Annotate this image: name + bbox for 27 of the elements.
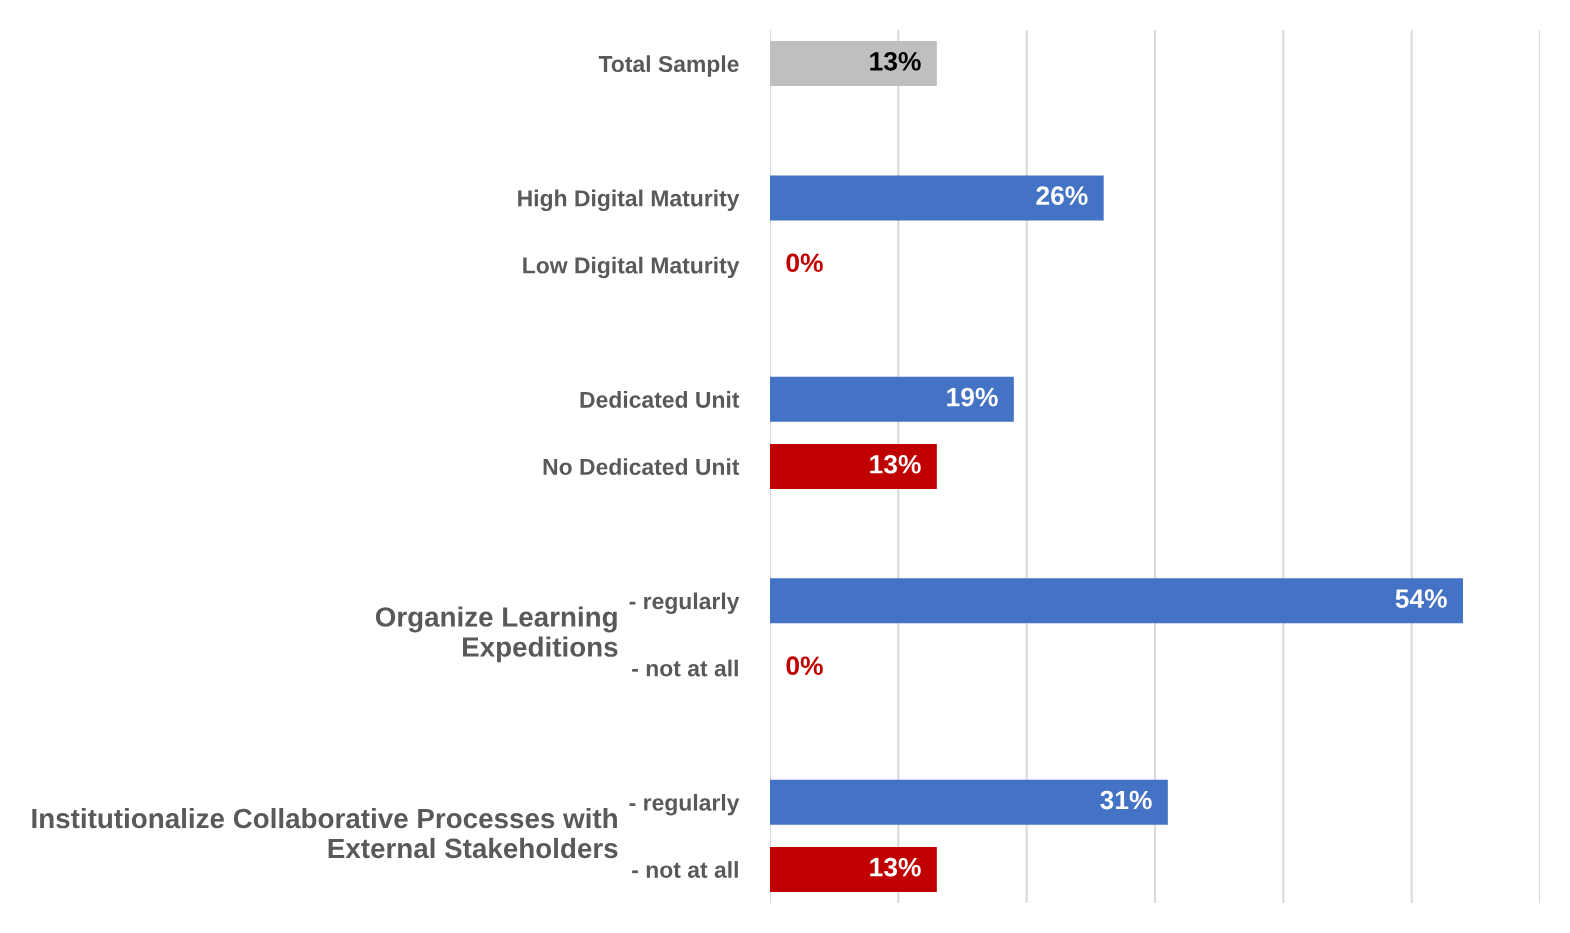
data-label: 13%	[870, 454, 921, 474]
y-tick-label: - regularly	[629, 592, 740, 614]
y-tick-label: - not at all	[632, 659, 738, 677]
y-tick-label: - not at all	[632, 861, 738, 878]
y-tick-label: Dedicated Unit	[580, 391, 740, 408]
y-tick-label: - regularly	[629, 793, 740, 816]
bar	[770, 846, 937, 892]
text: Organize Learning Expeditions	[375, 606, 618, 663]
data-label: 0%	[786, 253, 823, 273]
y-tick-label: No Dedicated Unit	[543, 458, 740, 476]
data-label: 13%	[870, 857, 921, 877]
data-label: 19%	[947, 387, 998, 407]
data-label: 13%	[870, 51, 921, 71]
data-label: 31%	[1100, 790, 1152, 810]
data-label: 26%	[1036, 186, 1088, 205]
y-tick-label: Total Sample	[598, 55, 739, 77]
bar	[770, 578, 1463, 624]
bar	[770, 376, 1014, 422]
bar	[770, 779, 1168, 825]
data-label: 54%	[1395, 589, 1447, 608]
text: Institutionalize Collaborative Processes with External Stakeholders	[32, 807, 618, 859]
bar	[770, 41, 937, 87]
y-tick-label: High Digital Maturity	[518, 189, 740, 212]
bar	[770, 175, 1104, 221]
bar	[770, 444, 937, 489]
data-label: 0%	[786, 656, 823, 676]
y-tick-label: Low Digital Maturity	[523, 256, 740, 279]
